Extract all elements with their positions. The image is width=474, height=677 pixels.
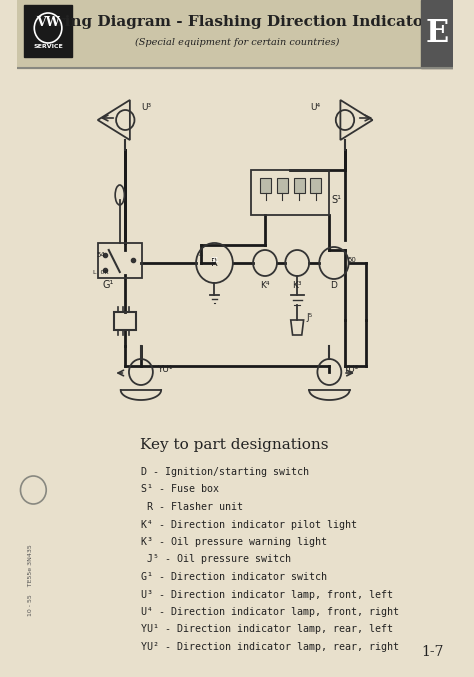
Bar (251, 170, 329, 215)
Text: J⁵: J⁵ (306, 313, 313, 322)
Text: Key to part designations: Key to part designations (140, 438, 329, 452)
Bar (260, 178, 272, 193)
Text: R - Flasher unit: R - Flasher unit (141, 502, 243, 512)
Bar (98, 243, 142, 278)
Text: 10 - 55    TE55e 3N435: 10 - 55 TE55e 3N435 (28, 544, 33, 616)
Text: G¹: G¹ (102, 280, 114, 290)
Text: U³: U³ (141, 104, 151, 112)
Text: L  0R: L 0R (92, 269, 108, 274)
Text: 31: 31 (210, 257, 219, 263)
Text: K⁴ - Direction indicator pilot light: K⁴ - Direction indicator pilot light (141, 519, 357, 529)
Bar (277, 178, 288, 193)
Text: YU² - Direction indicator lamp, rear, right: YU² - Direction indicator lamp, rear, ri… (141, 642, 399, 652)
Text: K³: K³ (292, 280, 302, 290)
Text: 1-7: 1-7 (421, 645, 444, 659)
Bar (114, 312, 137, 330)
Text: VW: VW (36, 16, 60, 28)
Text: K³ - Oil pressure warning light: K³ - Oil pressure warning light (141, 537, 327, 547)
Text: YU²: YU² (343, 366, 359, 374)
Text: 50: 50 (348, 257, 356, 263)
Bar (17, 0, 453, 68)
Text: R: R (211, 258, 218, 268)
Text: E: E (425, 18, 448, 49)
Text: (Special equipment for certain countries): (Special equipment for certain countries… (135, 37, 339, 47)
Bar (421, 0, 453, 68)
Bar (293, 178, 304, 193)
Text: Wiring Diagram - Flashing Direction Indicators: Wiring Diagram - Flashing Direction Indi… (35, 15, 440, 29)
Text: YU¹ - Direction indicator lamp, rear, left: YU¹ - Direction indicator lamp, rear, le… (141, 624, 393, 634)
Text: 54: 54 (96, 252, 105, 258)
Text: G¹ - Direction indicator switch: G¹ - Direction indicator switch (141, 572, 327, 582)
Text: U³ - Direction indicator lamp, front, left: U³ - Direction indicator lamp, front, le… (141, 590, 393, 600)
Text: S¹: S¹ (331, 195, 341, 205)
Text: SERVICE: SERVICE (33, 43, 63, 49)
Text: U⁴ - Direction indicator lamp, front, right: U⁴ - Direction indicator lamp, front, ri… (141, 607, 399, 617)
Bar (24, 5, 72, 57)
Text: 4: 4 (199, 252, 203, 258)
Text: YU¹: YU¹ (157, 366, 173, 374)
Text: K⁴: K⁴ (260, 280, 270, 290)
Text: U⁴: U⁴ (310, 104, 320, 112)
Bar (310, 178, 321, 193)
Text: J⁵ - Oil pressure switch: J⁵ - Oil pressure switch (141, 554, 291, 565)
Text: S¹ - Fuse box: S¹ - Fuse box (141, 485, 219, 494)
Text: D - Ignition/starting switch: D - Ignition/starting switch (141, 467, 309, 477)
Text: D: D (330, 280, 337, 290)
